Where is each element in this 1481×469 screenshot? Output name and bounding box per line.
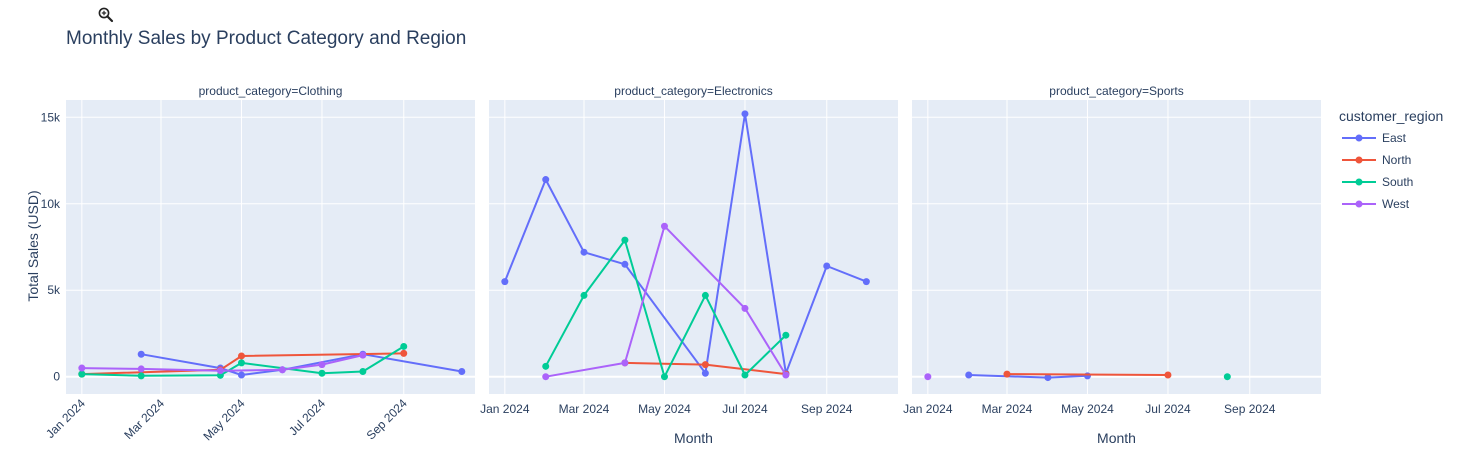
legend-label: West bbox=[1382, 197, 1410, 211]
x-tick-label: Jan 2024 bbox=[903, 402, 953, 416]
legend-item-north[interactable]: North bbox=[1342, 153, 1411, 167]
data-point[interactable] bbox=[138, 372, 145, 379]
data-point[interactable] bbox=[501, 278, 508, 285]
chart-title: Monthly Sales by Product Category and Re… bbox=[66, 28, 466, 49]
x-tick-label: Jul 2024 bbox=[722, 402, 768, 416]
plot-area[interactable] bbox=[66, 100, 475, 394]
y-tick-label: 10k bbox=[41, 197, 61, 211]
x-tick-label: May 2024 bbox=[200, 396, 247, 443]
x-tick-label: Sep 2024 bbox=[1224, 402, 1276, 416]
panel-0[interactable]: product_category=Clothing 0 5k 10k 15k Jan 20… bbox=[41, 84, 475, 443]
data-point[interactable] bbox=[279, 366, 286, 373]
x-tick-label: Jan 2024 bbox=[43, 396, 88, 441]
x-tick-label: May 2024 bbox=[1061, 402, 1114, 416]
data-point[interactable] bbox=[661, 373, 668, 380]
series-west[interactable] bbox=[924, 373, 931, 380]
data-point[interactable] bbox=[542, 176, 549, 183]
plot-area[interactable] bbox=[489, 100, 898, 394]
legend-item-south[interactable]: South bbox=[1342, 175, 1413, 189]
data-point[interactable] bbox=[924, 373, 931, 380]
x-axis-label: Month bbox=[674, 430, 713, 446]
legend-swatch-marker bbox=[1356, 135, 1363, 142]
data-point[interactable] bbox=[138, 351, 145, 358]
data-point[interactable] bbox=[661, 223, 668, 230]
data-point[interactable] bbox=[702, 361, 709, 368]
data-point[interactable] bbox=[359, 368, 366, 375]
legend-label: South bbox=[1382, 175, 1413, 189]
data-point[interactable] bbox=[78, 371, 85, 378]
legend-swatch-marker bbox=[1356, 157, 1363, 164]
y-tick-label: 0 bbox=[53, 370, 60, 384]
data-point[interactable] bbox=[458, 368, 465, 375]
data-point[interactable] bbox=[238, 359, 245, 366]
legend-label: North bbox=[1382, 153, 1411, 167]
data-point[interactable] bbox=[78, 365, 85, 372]
data-point[interactable] bbox=[741, 371, 748, 378]
x-tick-label: Sep 2024 bbox=[801, 402, 853, 416]
legend-swatch-marker bbox=[1356, 179, 1363, 186]
legend-item-west[interactable]: West bbox=[1342, 197, 1410, 211]
plot-area[interactable] bbox=[912, 100, 1321, 394]
legend-label: East bbox=[1382, 131, 1407, 145]
data-point[interactable] bbox=[238, 352, 245, 359]
data-point[interactable] bbox=[542, 363, 549, 370]
panel-2[interactable]: product_category=Sports Jan 2024 Mar 2024 M… bbox=[903, 84, 1321, 446]
legend-swatch-marker bbox=[1356, 201, 1363, 208]
y-tick-label: 5k bbox=[47, 283, 61, 297]
data-point[interactable] bbox=[217, 367, 224, 374]
data-point[interactable] bbox=[702, 292, 709, 299]
panel-title: product_category=Clothing bbox=[199, 84, 343, 98]
data-point[interactable] bbox=[621, 237, 628, 244]
x-tick-label: Jul 2024 bbox=[286, 396, 328, 438]
x-tick-label: Jan 2024 bbox=[480, 402, 530, 416]
data-point[interactable] bbox=[1224, 373, 1231, 380]
data-point[interactable] bbox=[318, 370, 325, 377]
legend[interactable]: customer_region East North South West bbox=[1339, 108, 1443, 211]
data-point[interactable] bbox=[823, 263, 830, 270]
data-point[interactable] bbox=[782, 332, 789, 339]
data-point[interactable] bbox=[741, 110, 748, 117]
x-axis-label: Month bbox=[1097, 430, 1136, 446]
data-point[interactable] bbox=[138, 365, 145, 372]
data-point[interactable] bbox=[1164, 371, 1171, 378]
legend-item-east[interactable]: East bbox=[1342, 131, 1407, 145]
x-tick-label: Mar 2024 bbox=[121, 396, 167, 442]
data-point[interactable] bbox=[1003, 371, 1010, 378]
data-point[interactable] bbox=[580, 249, 587, 256]
y-tick-label: 15k bbox=[41, 110, 61, 124]
data-point[interactable] bbox=[702, 370, 709, 377]
data-point[interactable] bbox=[400, 350, 407, 357]
data-point[interactable] bbox=[621, 359, 628, 366]
legend-title: customer_region bbox=[1339, 108, 1443, 124]
data-point[interactable] bbox=[1084, 372, 1091, 379]
panel-1[interactable]: product_category=Electronics Jan 2024 Mar … bbox=[480, 84, 898, 446]
data-point[interactable] bbox=[318, 361, 325, 368]
x-tick-label: May 2024 bbox=[638, 402, 691, 416]
data-point[interactable] bbox=[863, 278, 870, 285]
data-point[interactable] bbox=[965, 371, 972, 378]
data-point[interactable] bbox=[741, 305, 748, 312]
data-point[interactable] bbox=[542, 373, 549, 380]
y-axis-label: Total Sales (USD) bbox=[25, 190, 41, 301]
data-point[interactable] bbox=[580, 292, 587, 299]
data-point[interactable] bbox=[782, 371, 789, 378]
data-point[interactable] bbox=[238, 371, 245, 378]
data-point[interactable] bbox=[621, 261, 628, 268]
series-line[interactable] bbox=[1007, 374, 1168, 375]
data-point[interactable] bbox=[400, 343, 407, 350]
panel-title: product_category=Electronics bbox=[614, 84, 772, 98]
x-tick-label: Sep 2024 bbox=[364, 396, 410, 442]
data-point[interactable] bbox=[359, 352, 366, 359]
x-tick-label: Jul 2024 bbox=[1145, 402, 1191, 416]
panel-title: product_category=Sports bbox=[1049, 84, 1183, 98]
x-tick-label: Mar 2024 bbox=[559, 402, 610, 416]
series-south[interactable] bbox=[1224, 373, 1231, 380]
x-tick-label: Mar 2024 bbox=[982, 402, 1033, 416]
